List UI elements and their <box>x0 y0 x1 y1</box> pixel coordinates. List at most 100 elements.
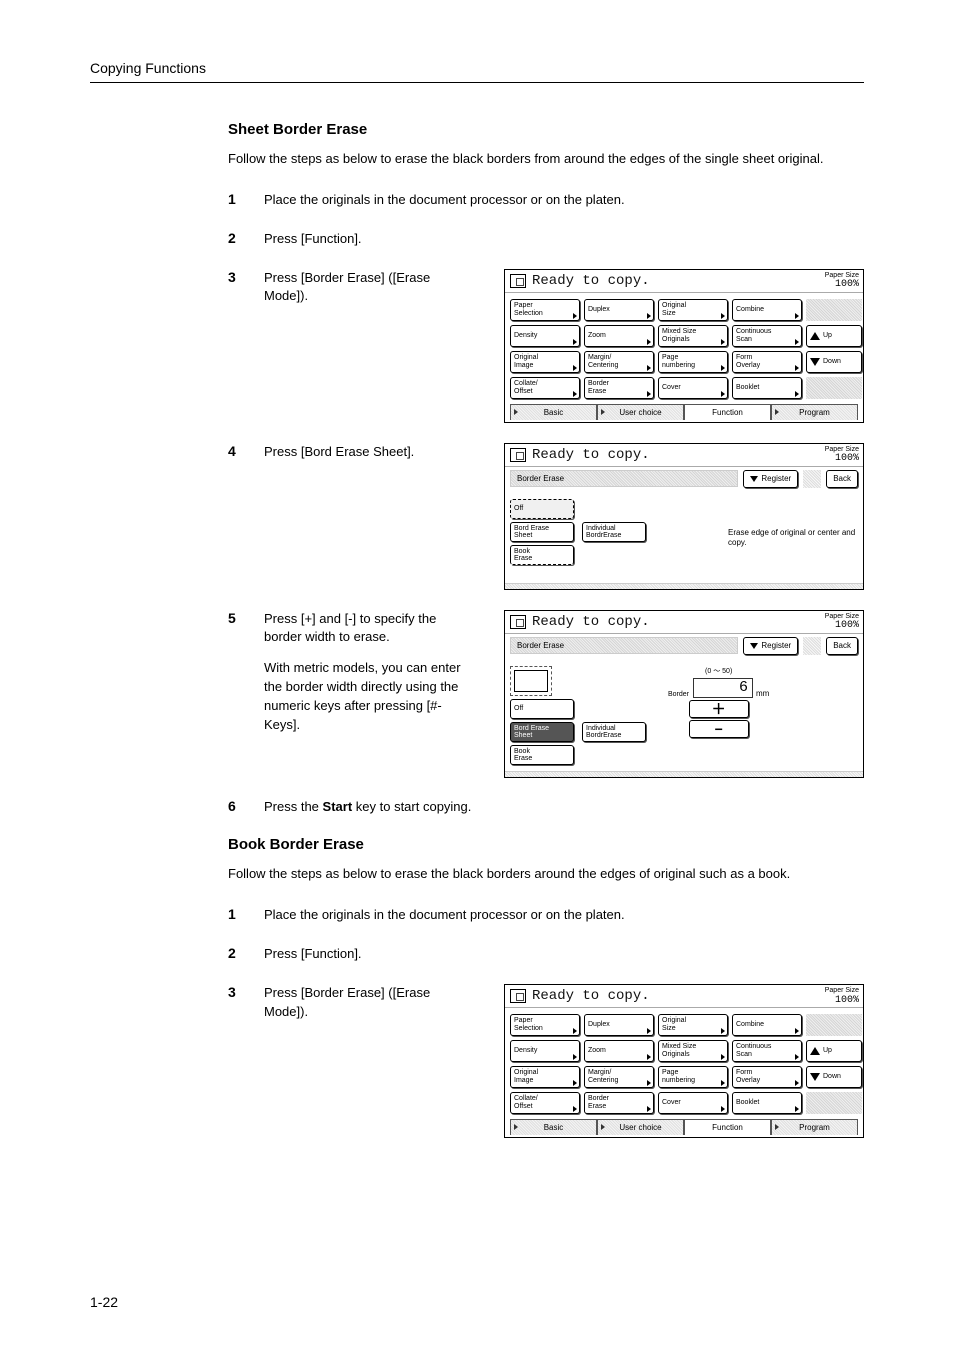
cover-button[interactable]: Cover <box>658 377 728 399</box>
copy-icon <box>510 448 526 462</box>
bord-erase-sheet-button[interactable]: Bord Erase Sheet <box>510 522 574 542</box>
collate-offset-button[interactable]: Collate/ Offset <box>510 377 580 399</box>
function-tab[interactable]: Function <box>684 404 771 420</box>
continuous-scan-button[interactable]: Continuous Scan <box>732 325 802 347</box>
paper-selection-button[interactable]: Paper Selection <box>510 1014 580 1036</box>
density-button[interactable]: Density <box>510 1040 580 1062</box>
duplex-button[interactable]: Duplex <box>584 299 654 321</box>
off-option-button[interactable]: Off <box>510 499 574 519</box>
border-erase-button[interactable]: Border Erase <box>584 377 654 399</box>
book-erase-button[interactable]: Book Erase <box>510 745 574 765</box>
subscreen-title: Border Erase <box>510 470 738 487</box>
user-choice-tab[interactable]: User choice <box>597 404 684 420</box>
copy-icon <box>510 989 526 1003</box>
paper-selection-button[interactable]: Paper Selection <box>510 299 580 321</box>
step-number: 2 <box>228 230 264 246</box>
screen-title: Ready to copy. <box>532 447 650 463</box>
program-tab[interactable]: Program <box>771 1119 858 1135</box>
paper-size-indicator: Paper Size 100% <box>825 272 859 291</box>
original-size-button[interactable]: Original Size <box>658 299 728 321</box>
section2-intro: Follow the steps as below to erase the b… <box>228 865 864 884</box>
basic-tab[interactable]: Basic <box>510 1119 597 1135</box>
step-text: Press the Start key to start copying. <box>264 798 864 817</box>
paper-size-indicator: Paper Size 100% <box>825 987 859 1006</box>
mixed-size-button[interactable]: Mixed Size Originals <box>658 1040 728 1062</box>
step-row: 2 Press [Function]. <box>228 945 864 964</box>
page-number: 1-22 <box>90 1294 118 1310</box>
book-erase-button[interactable]: Book Erase <box>510 545 574 565</box>
individual-border-erase-button[interactable]: Individual BordrErase <box>582 522 646 542</box>
copy-icon <box>510 615 526 629</box>
step-row: 4 Press [Bord Erase Sheet]. Paper Size 1… <box>228 443 864 590</box>
section-header: Copying Functions <box>90 60 864 83</box>
minus-button[interactable]: − <box>689 720 749 738</box>
step-text: Press [Border Erase] ([Erase Mode]). <box>264 984 476 1022</box>
page-numbering-button[interactable]: Page numbering <box>658 1066 728 1088</box>
off-option-button[interactable]: Off <box>510 699 574 719</box>
cover-button[interactable]: Cover <box>658 1092 728 1114</box>
function-tab[interactable]: Function <box>684 1119 771 1135</box>
back-button[interactable]: Back <box>826 637 858 655</box>
subscreen-title: Border Erase <box>510 637 738 654</box>
border-erase-button[interactable]: Border Erase <box>584 1092 654 1114</box>
original-size-button[interactable]: Original Size <box>658 1014 728 1036</box>
step-number: 3 <box>228 269 264 285</box>
step-number: 4 <box>228 443 264 459</box>
combine-button[interactable]: Combine <box>732 1014 802 1036</box>
original-image-button[interactable]: Original Image <box>510 1066 580 1088</box>
step-text: Press [Bord Erase Sheet]. <box>264 443 476 462</box>
density-button[interactable]: Density <box>510 325 580 347</box>
range-label: (0 ～ 50) <box>705 666 732 676</box>
program-tab[interactable]: Program <box>771 404 858 420</box>
continuous-scan-button[interactable]: Continuous Scan <box>732 1040 802 1062</box>
step-text: Press [Function]. <box>264 230 864 249</box>
down-button[interactable]: Down <box>806 1066 862 1088</box>
register-button[interactable]: Register <box>743 637 798 655</box>
up-button[interactable]: Up <box>806 1040 862 1062</box>
booklet-button[interactable]: Booklet <box>732 377 802 399</box>
back-button[interactable]: Back <box>826 470 858 488</box>
border-label: Border <box>668 691 689 698</box>
main-content: Sheet Border Erase Follow the steps as b… <box>228 121 864 1138</box>
booklet-button[interactable]: Booklet <box>732 1092 802 1114</box>
form-overlay-button[interactable]: Form Overlay <box>732 351 802 373</box>
down-button[interactable]: Down <box>806 351 862 373</box>
note-text: Erase edge of original or center and cop… <box>728 528 858 547</box>
margin-centering-button[interactable]: Margin/ Centering <box>584 351 654 373</box>
combine-button[interactable]: Combine <box>732 299 802 321</box>
margin-centering-button[interactable]: Margin/ Centering <box>584 1066 654 1088</box>
step-row: 3 Press [Border Erase] ([Erase Mode]). P… <box>228 269 864 423</box>
lcd-screen-border-options: Paper Size 100% Ready to copy. Border Er… <box>504 443 864 590</box>
basic-tab[interactable]: Basic <box>510 404 597 420</box>
step-row: 2 Press [Function]. <box>228 230 864 249</box>
step-number: 2 <box>228 945 264 961</box>
step-row: 3 Press [Border Erase] ([Erase Mode]). P… <box>228 984 864 1138</box>
register-button[interactable]: Register <box>743 470 798 488</box>
lcd-screen-function: Paper Size 100% Ready to copy. Paper Sel… <box>504 984 864 1138</box>
individual-border-erase-button[interactable]: Individual BordrErase <box>582 722 646 742</box>
up-button[interactable]: Up <box>806 325 862 347</box>
border-value-display: 6 <box>693 678 753 698</box>
original-image-button[interactable]: Original Image <box>510 351 580 373</box>
step-text: Place the originals in the document proc… <box>264 906 864 925</box>
step-text: Press [+] and [-] to specify the border … <box>264 610 476 747</box>
step-text: Press [Border Erase] ([Erase Mode]). <box>264 269 476 307</box>
plus-button[interactable]: ＋ <box>689 700 749 718</box>
unit-label: mm <box>756 689 769 698</box>
step-row: 1 Place the originals in the document pr… <box>228 906 864 925</box>
user-choice-tab[interactable]: User choice <box>597 1119 684 1135</box>
zoom-button[interactable]: Zoom <box>584 1040 654 1062</box>
collate-offset-button[interactable]: Collate/ Offset <box>510 1092 580 1114</box>
step-row: 1 Place the originals in the document pr… <box>228 191 864 210</box>
zoom-button[interactable]: Zoom <box>584 325 654 347</box>
step-number: 3 <box>228 984 264 1000</box>
page-numbering-button[interactable]: Page numbering <box>658 351 728 373</box>
bord-erase-sheet-button[interactable]: Bord Erase Sheet <box>510 722 574 742</box>
step-text: Press [Function]. <box>264 945 864 964</box>
step-number: 5 <box>228 610 264 626</box>
step-number: 6 <box>228 798 264 814</box>
mixed-size-button[interactable]: Mixed Size Originals <box>658 325 728 347</box>
lcd-screen-border-value: Paper Size 100% Ready to copy. Border Er… <box>504 610 864 778</box>
duplex-button[interactable]: Duplex <box>584 1014 654 1036</box>
form-overlay-button[interactable]: Form Overlay <box>732 1066 802 1088</box>
